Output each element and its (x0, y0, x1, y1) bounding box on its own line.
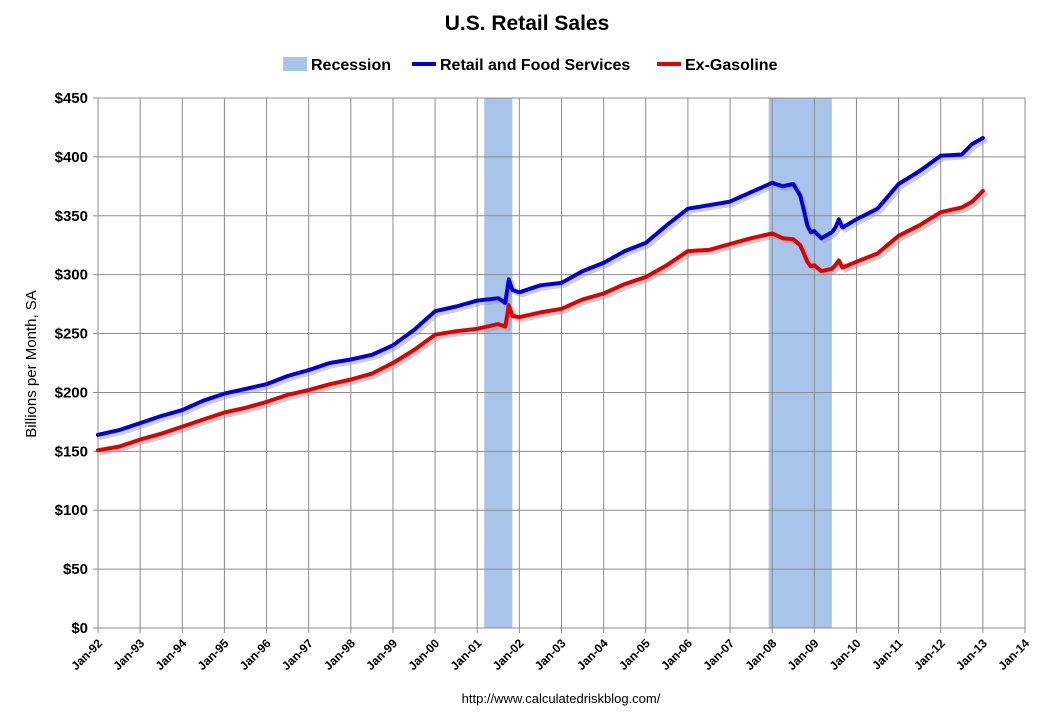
y-tick-label: $350 (55, 208, 88, 225)
y-tick-label: $400 (55, 149, 88, 166)
series-line (96, 136, 985, 437)
legend: Recession Retail and Food Services Ex-Gaso… (283, 57, 778, 74)
recession-band (768, 98, 832, 628)
y-tick-label: $100 (55, 502, 88, 519)
legend-item: Ex-Gasoline (657, 57, 778, 74)
y-tick-label: $50 (63, 561, 88, 578)
legend-label: Ex-Gasoline (685, 57, 778, 74)
chart-title: U.S. Retail Sales (445, 12, 610, 35)
legend-item: Retail and Food Services (412, 57, 630, 74)
y-tick-label: $200 (55, 384, 88, 401)
y-tick-label: $150 (55, 443, 88, 460)
legend-label: Retail and Food Services (440, 57, 630, 74)
y-tick-label: $0 (71, 620, 88, 637)
y-tick-label: $450 (55, 90, 88, 107)
legend-swatch (283, 57, 307, 71)
plot-area: $0$50$100$150$200$250$300$350$400$450Jan… (55, 90, 1033, 673)
legend-item: Recession (283, 57, 391, 74)
y-tick-label: $250 (55, 326, 88, 343)
source-url: http://www.calculatedriskblog.com/ (462, 691, 661, 706)
y-axis-title: Billions per Month, SA (23, 290, 40, 438)
legend-label: Recession (311, 57, 391, 74)
y-tick-label: $300 (55, 267, 88, 284)
recession-band (484, 98, 513, 628)
series-line (96, 189, 985, 453)
